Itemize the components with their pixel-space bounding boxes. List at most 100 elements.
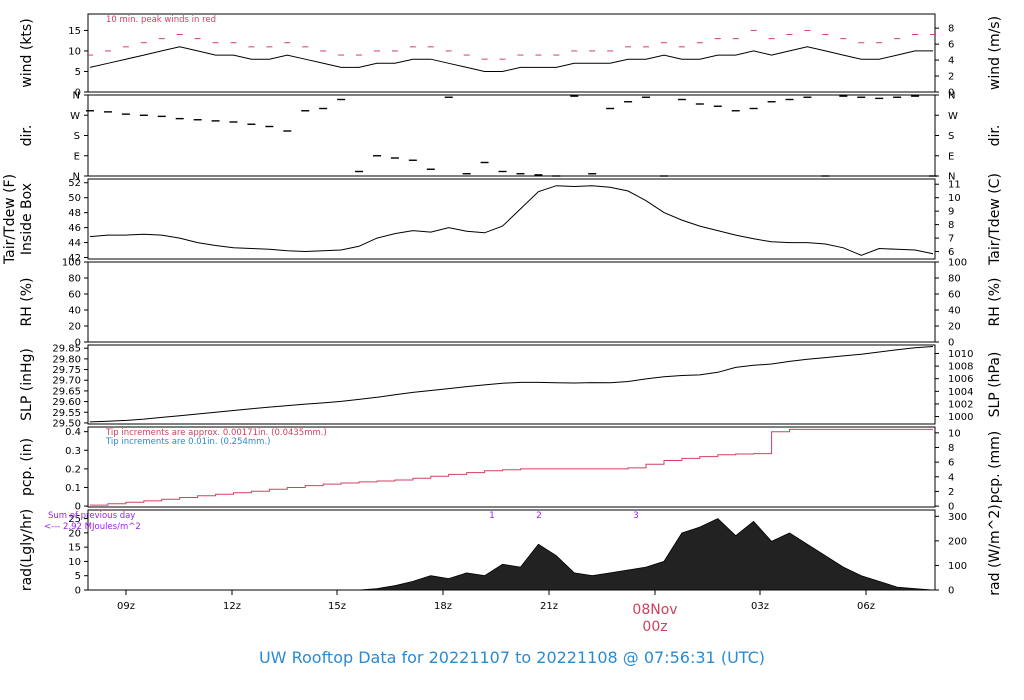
temp-ylabel-left: Tair/Tdew (F) [2,174,18,265]
x-date-label: 08Nov [632,602,677,618]
wind-right-tick-label: 6 [948,40,954,51]
rad-marker-3: 3 [633,511,639,521]
pcp-right-tick-label: 4 [948,472,954,483]
pcp-left-tick-label: 0.3 [65,446,81,457]
pressure-line [89,346,934,423]
pcp-annotation-1: Tip increments are approx. 0.00171in. (0… [105,428,327,438]
rad-left-tick-label: 20 [68,528,81,539]
wind-annotation: 10 min. peak winds in red [106,15,216,25]
x-tick-label-midnight: 00z [642,619,667,635]
slp-right-tick-label: 1004 [948,387,973,398]
slp-left-tick-label: 29.75 [52,365,81,376]
slp-right-tick-label: 1006 [948,374,973,385]
x-tick-label: 06z [857,601,875,612]
pcp-right-tick-label: 10 [948,428,961,439]
dir-right-tick-label: N [948,172,955,183]
rad-left-tick-label: 0 [75,586,81,597]
radiation-area [90,518,934,591]
wind-left-tick-label: 10 [68,46,81,57]
rh-right-tick-label: 60 [948,290,961,301]
dir-right-tick-label: N [948,91,955,102]
slp-panel-frame [87,344,936,425]
rh-ylabel-right: RH (%) [987,278,1003,327]
dir-ylabel-left: dir. [19,125,35,147]
pcp-right-tick-label: 0 [948,502,954,513]
rad-ylabel-left: rad(Lgly/hr) [19,509,35,591]
slp-right-tick-label: 1000 [948,412,973,423]
x-tick-label: 09z [117,601,135,612]
temp-right-tick-label: 10 [948,193,961,204]
x-tick-label: 12z [223,601,241,612]
rh-left-tick-label: 0 [75,338,81,349]
wind-left-tick-label: 5 [75,67,81,78]
dir-left-tick-label: E [74,151,80,162]
wind-ylabel-right: wind (m/s) [987,16,1003,90]
x-tick-label: 15z [328,601,346,612]
dir-left-tick-label: S [74,131,80,142]
temp-left-tick-label: 52 [68,178,81,189]
rad-right-tick-label: 300 [948,512,967,523]
dir-panel-frame [87,94,936,177]
wind-right-tick-label: 0 [948,88,954,99]
rh-left-tick-label: 80 [68,274,81,285]
rad-annotation-1: Sum of previous day [48,511,135,521]
dir-left-tick-label: W [70,111,80,122]
rh-ylabel-left: RH (%) [19,278,35,327]
temp-ylabel-right: Tair/Tdew (C) [987,173,1003,266]
temp-ylabel-left-2: Inside Box [19,183,35,255]
slp-left-tick-label: 29.70 [52,376,81,387]
temp-left-tick-label: 48 [68,208,81,219]
rad-left-tick-label: 10 [68,557,81,568]
wind-panel-frame [87,13,936,93]
wind-left-tick-label: 0 [75,88,81,99]
dir-right-tick-label: S [948,131,954,142]
pcp-annotation-2: Tip increments are 0.01in. (0.254mm.) [105,437,270,447]
rh-right-tick-label: 20 [948,322,961,333]
temp-left-tick-label: 46 [68,223,81,234]
pcp-ylabel-right: pcp. (mm) [987,431,1003,504]
rh-right-tick-label: 0 [948,338,954,349]
page-title: UW Rooftop Data for 20221107 to 20221108… [258,648,766,667]
rad-marker-2: 2 [536,511,542,521]
pcp-right-tick-label: 6 [948,458,954,469]
temperature-line [89,185,934,256]
rad-marker-1: 1 [489,511,495,521]
wind-left-tick-label: 15 [68,26,81,37]
temp-right-tick-label: 6 [948,247,954,258]
rh-right-tick-label: 80 [948,274,961,285]
slp-left-tick-label: 29.80 [52,354,81,365]
temp-right-tick-label: 11 [948,180,961,191]
temp-right-tick-label: 7 [948,234,954,245]
rh-right-tick-label: 40 [948,306,961,317]
wind-speed-line [89,46,933,72]
wind-right-tick-label: 4 [948,56,954,67]
rad-ylabel-right: rad (W/m^2) [987,504,1003,595]
pcp-panel-frame [87,426,936,508]
pcp-left-tick-label: 0.1 [65,483,81,494]
rad-right-tick-label: 200 [948,536,967,547]
slp-right-tick-label: 1002 [948,399,973,410]
rh-left-tick-label: 60 [68,290,81,301]
dir-left-tick-label: N [73,91,80,102]
slp-right-tick-label: 1008 [948,362,973,373]
pcp-right-tick-label: 8 [948,443,954,454]
temp-left-tick-label: 42 [68,253,81,264]
precipitation-line [90,428,933,506]
x-tick-label: 21z [540,601,558,612]
rad-annotation-2: <--- 2.92 MJoules/m^2 [44,522,141,532]
x-tick-label: 03z [751,601,769,612]
temp-right-tick-label: 8 [948,220,954,231]
rh-left-tick-label: 100 [62,258,81,269]
rad-right-tick-label: 0 [948,586,954,597]
pcp-left-tick-label: 0.2 [65,464,81,475]
slp-left-tick-label: 29.60 [52,397,81,408]
rh-panel-frame [87,261,936,343]
rad-left-tick-label: 15 [68,543,81,554]
pcp-left-tick-label: 0.4 [65,427,81,438]
wind-ylabel-left: wind (kts) [19,18,35,87]
dir-left-tick-label: N [73,172,80,183]
pcp-right-tick-label: 2 [948,487,954,498]
rh-right-tick-label: 100 [948,258,967,269]
rad-left-tick-label: 5 [75,571,81,582]
